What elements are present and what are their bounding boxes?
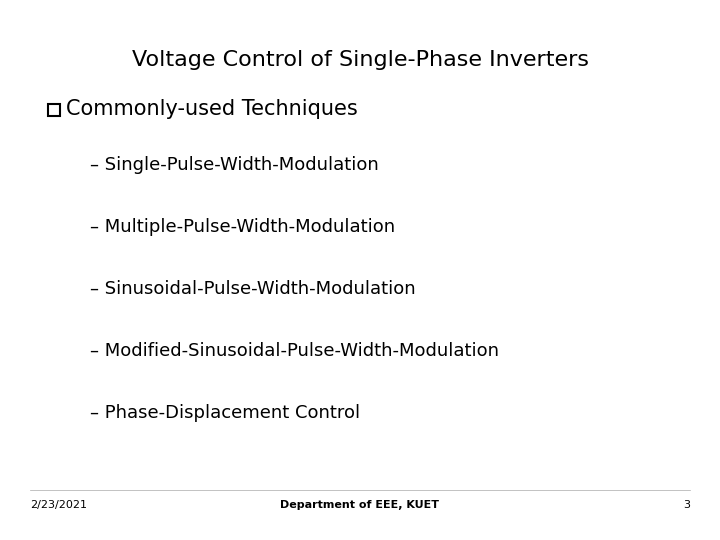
Text: – Modified-Sinusoidal-Pulse-Width-Modulation: – Modified-Sinusoidal-Pulse-Width-Modula… bbox=[90, 342, 499, 360]
Text: – Phase-Displacement Control: – Phase-Displacement Control bbox=[90, 404, 360, 422]
Text: 3: 3 bbox=[683, 500, 690, 510]
Bar bbox=[48, 104, 60, 116]
Text: 2/23/2021: 2/23/2021 bbox=[30, 500, 87, 510]
Text: – Single-Pulse-Width-Modulation: – Single-Pulse-Width-Modulation bbox=[90, 156, 379, 174]
Text: Commonly-used Techniques: Commonly-used Techniques bbox=[66, 99, 358, 119]
Text: – Multiple-Pulse-Width-Modulation: – Multiple-Pulse-Width-Modulation bbox=[90, 218, 395, 236]
Text: Department of EEE, KUET: Department of EEE, KUET bbox=[281, 500, 439, 510]
Text: Voltage Control of Single-Phase Inverters: Voltage Control of Single-Phase Inverter… bbox=[132, 50, 588, 70]
Text: – Sinusoidal-Pulse-Width-Modulation: – Sinusoidal-Pulse-Width-Modulation bbox=[90, 280, 415, 298]
